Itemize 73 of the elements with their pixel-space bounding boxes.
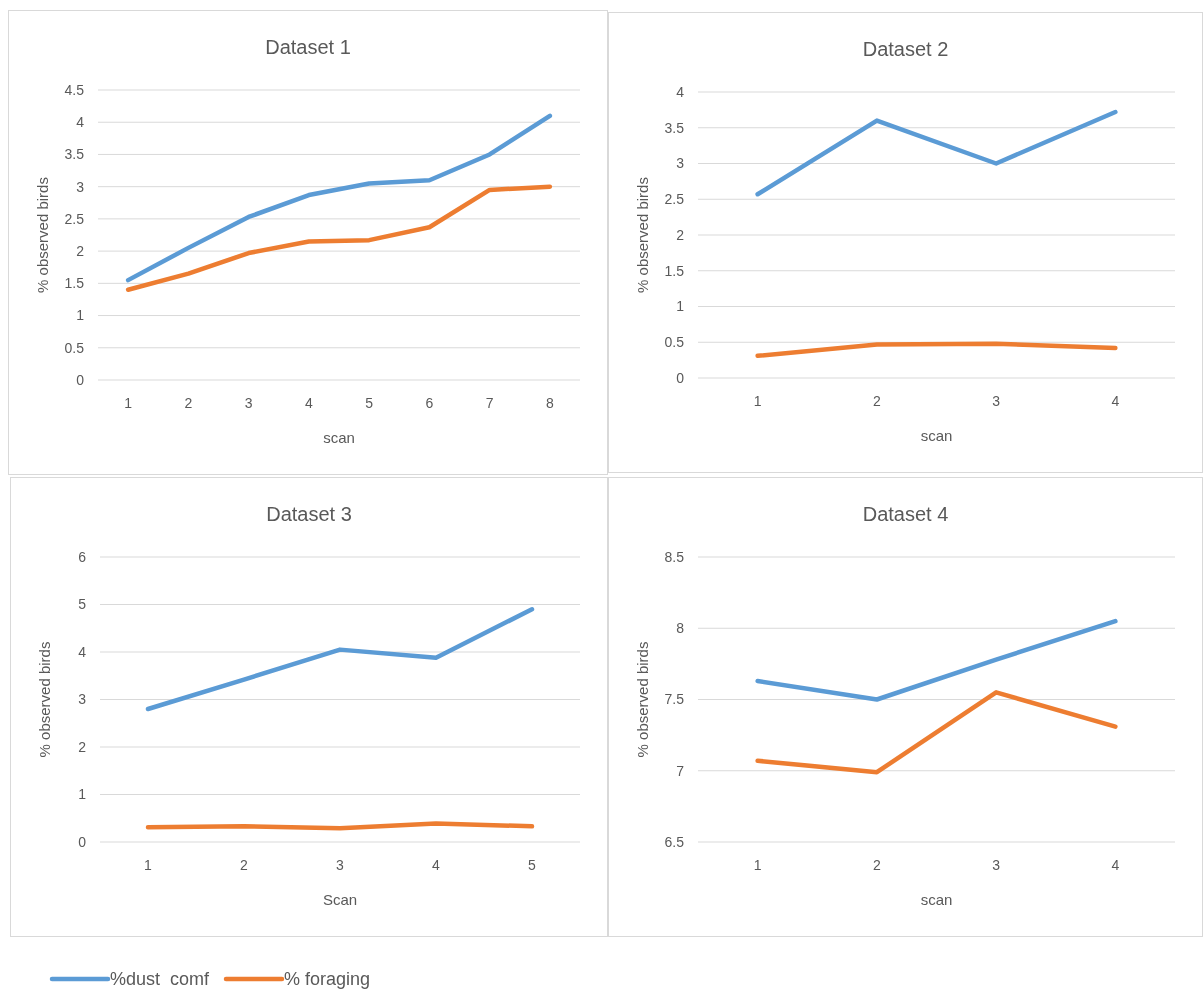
y-tick-label: 3.5 (64, 146, 85, 163)
y-tick-label: 1 (78, 786, 87, 803)
y-tick-label: 6.5 (664, 833, 685, 850)
x-tick-label: 4 (432, 857, 441, 873)
x-tick-label: 2 (184, 395, 193, 411)
line-series (145, 607, 535, 712)
x-tick-label: 1 (124, 395, 133, 411)
y-tick-label: 4.5 (64, 81, 85, 98)
legend-label: %dust comf (110, 969, 211, 989)
y-tick-label: 1.5 (64, 275, 85, 292)
y-tick-label: 8 (676, 620, 685, 637)
x-tick-label: 1 (753, 857, 762, 873)
x-tick-label: 6 (425, 395, 434, 411)
x-tick-label: 3 (244, 395, 253, 411)
y-tick-label: 3 (676, 155, 685, 172)
y-tick-label: 1 (676, 298, 685, 315)
line-series (755, 690, 1118, 775)
x-axis-title: scan (323, 429, 355, 446)
x-tick-label: 2 (872, 857, 881, 873)
y-tick-label: 0.5 (664, 334, 685, 351)
x-axis-title: Scan (322, 891, 358, 908)
y-tick-label: 0 (78, 833, 87, 850)
y-tick-label: 2.5 (64, 210, 85, 227)
x-tick-label: 1 (144, 857, 153, 873)
y-tick-label: 2 (78, 738, 87, 755)
y-tick-label: 3.5 (664, 119, 685, 136)
x-tick-label: 4 (304, 395, 313, 411)
y-axis-title: % observed birds (36, 641, 53, 758)
y-tick-label: 4 (76, 114, 85, 131)
y-tick-label: 1.5 (664, 262, 685, 279)
y-axis-title: % observed birds (34, 177, 51, 293)
y-tick-label: 1 (76, 307, 85, 324)
y-tick-label: 3 (76, 178, 85, 195)
x-tick-label: 3 (992, 857, 1001, 873)
y-axis-title: % observed birds (634, 177, 651, 293)
y-tick-label: 3 (78, 691, 87, 708)
legend-label: % foraging (284, 969, 371, 989)
x-tick-label: 1 (753, 393, 762, 409)
x-tick-label: 4 (1111, 393, 1120, 409)
x-tick-label: 4 (1111, 857, 1120, 873)
line-series (125, 113, 553, 283)
x-tick-label: 3 (336, 857, 345, 873)
x-tick-label: 5 (365, 395, 374, 411)
y-tick-label: 4 (78, 643, 87, 660)
line-series (125, 184, 553, 293)
chart-title: Dataset 4 (862, 503, 949, 525)
x-axis-title: scan (920, 891, 953, 908)
y-tick-label: 0 (76, 371, 85, 388)
line-series (755, 618, 1118, 702)
line-series (755, 341, 1118, 359)
line-series (755, 109, 1118, 197)
y-tick-label: 2 (676, 226, 685, 243)
chart-title: Dataset 2 (862, 38, 949, 60)
y-tick-label: 2 (76, 243, 85, 260)
y-tick-label: 8.5 (664, 548, 685, 565)
y-tick-label: 2.5 (664, 191, 685, 208)
x-tick-label: 2 (872, 393, 881, 409)
y-tick-label: 6 (78, 548, 87, 565)
chart-title: Dataset 1 (265, 36, 351, 58)
y-tick-label: 4 (676, 83, 685, 100)
y-tick-label: 7 (676, 762, 685, 779)
y-tick-label: 0 (676, 369, 685, 386)
chart-title: Dataset 3 (266, 503, 352, 525)
y-tick-label: 7.5 (664, 691, 685, 708)
x-tick-label: 8 (545, 395, 554, 411)
x-tick-label: 3 (992, 393, 1001, 409)
x-axis-title: scan (920, 427, 953, 444)
y-axis-title: % observed birds (634, 641, 651, 758)
x-tick-label: 2 (240, 857, 249, 873)
x-tick-label: 5 (528, 857, 537, 873)
x-tick-label: 7 (485, 395, 494, 411)
y-tick-label: 0.5 (64, 339, 85, 356)
y-tick-label: 5 (78, 596, 87, 613)
